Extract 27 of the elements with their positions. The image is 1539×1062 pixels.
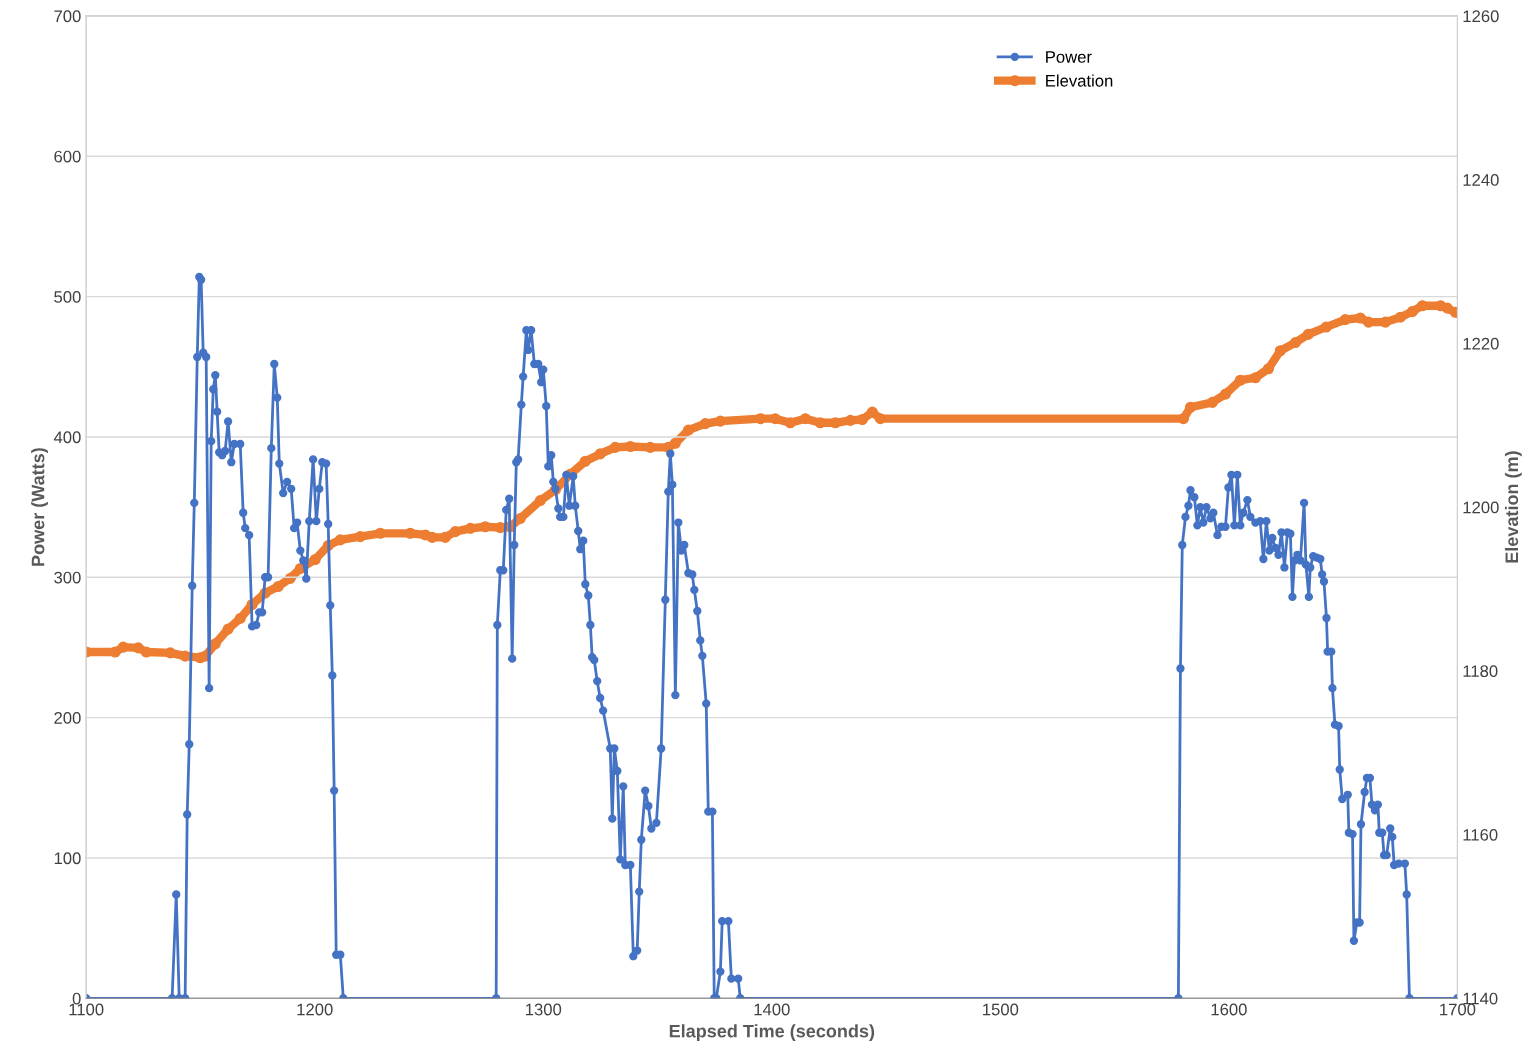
legend-label: Elevation bbox=[1046, 74, 1113, 87]
y-tick-label: 200 bbox=[54, 712, 81, 724]
y2-axis-title: Elevation (m) bbox=[1504, 451, 1522, 563]
y-tick-label: 500 bbox=[54, 291, 81, 303]
y-tick-label: 300 bbox=[54, 571, 81, 584]
x-tick-label: 1500 bbox=[983, 1003, 1019, 1016]
y-tick-label: 0 bbox=[72, 992, 81, 1005]
y2-tick-label: 1240 bbox=[1463, 174, 1499, 186]
legend-label: Power bbox=[1046, 51, 1092, 63]
y2-tick-label: 1200 bbox=[1463, 501, 1499, 514]
y-axis-title: Power (Watts) bbox=[31, 448, 48, 566]
x-tick-label: 1100 bbox=[69, 1003, 104, 1016]
y2-tick-label: 1160 bbox=[1463, 828, 1498, 841]
x-tick-label: 1400 bbox=[754, 1003, 790, 1016]
x-tick-label: 1600 bbox=[1211, 1003, 1247, 1016]
y-tick-label: 100 bbox=[54, 852, 81, 865]
y-tick-label: 600 bbox=[54, 150, 81, 163]
y2-tick-label: 1220 bbox=[1463, 337, 1499, 350]
y2-tick-label: 1260 bbox=[1463, 10, 1499, 23]
x-tick-label: 1300 bbox=[526, 1003, 562, 1016]
y-tick-label: 700 bbox=[54, 10, 81, 23]
y-tick-label: 400 bbox=[53, 431, 81, 444]
x-axis-title: Elapsed Time (seconds) bbox=[669, 1024, 875, 1042]
x-tick-label: 1700 bbox=[1440, 1003, 1476, 1016]
y2-tick-label: 1180 bbox=[1463, 665, 1498, 678]
x-tick-label: 1200 bbox=[297, 1003, 333, 1016]
y2-tick-label: 1140 bbox=[1463, 992, 1498, 1005]
